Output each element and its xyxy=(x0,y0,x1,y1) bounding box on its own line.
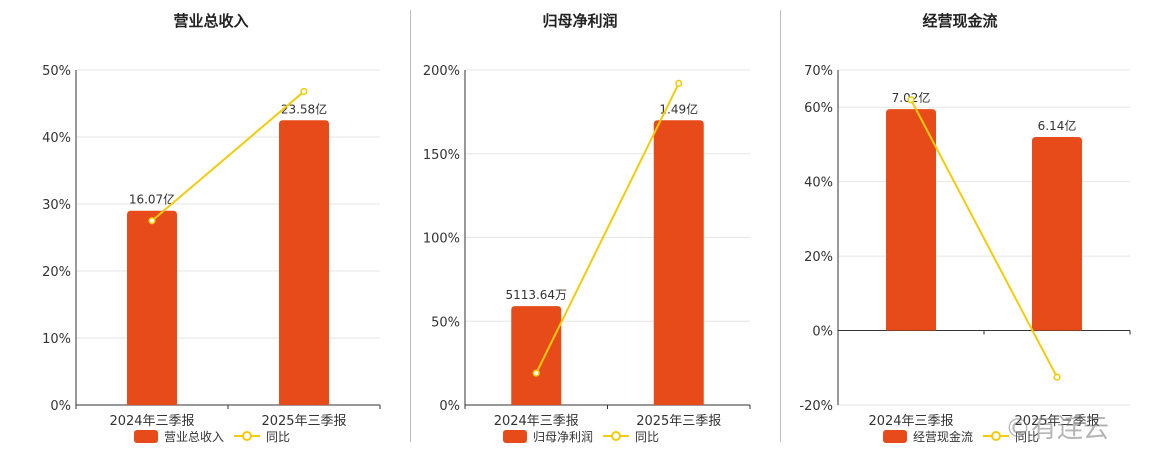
legend-line-label: 同比 xyxy=(266,430,290,444)
legend-bar-swatch xyxy=(883,430,907,443)
yoy-line xyxy=(151,90,305,222)
x-tick-label: 2025年三季报 xyxy=(636,414,721,429)
legend-line-marker xyxy=(991,431,1001,441)
legend-line-label: 同比 xyxy=(635,430,659,444)
y-tick-label: 0% xyxy=(812,325,833,340)
chart-title-revenue: 营业总收入 xyxy=(173,12,249,30)
yoy-line xyxy=(535,82,680,374)
data-label: 6.14亿 xyxy=(1038,118,1077,133)
x-tick-label: 2024年三季报 xyxy=(868,414,953,429)
yoy-point xyxy=(907,96,915,104)
y-tick-label: 50% xyxy=(42,64,71,79)
x-tick-label: 2024年三季报 xyxy=(109,414,194,429)
y-tick-label: 200% xyxy=(423,64,460,79)
y-tick-label: 40% xyxy=(804,176,833,191)
legend-bar-label: 经营现金流 xyxy=(913,429,973,444)
y-tick-label: 0% xyxy=(50,399,71,414)
y-tick-label: 100% xyxy=(423,232,460,247)
yoy-point xyxy=(1053,373,1061,381)
legend-bar-swatch xyxy=(134,430,158,443)
y-tick-label: 40% xyxy=(42,131,71,146)
x-tick-label: 2025年三季报 xyxy=(261,414,346,429)
bar xyxy=(279,120,329,405)
y-tick-label: 70% xyxy=(804,64,833,79)
y-tick-label: 150% xyxy=(423,148,460,163)
yoy-point xyxy=(148,217,156,225)
y-tick-label: 0% xyxy=(439,399,460,414)
y-tick-label: 10% xyxy=(42,332,71,347)
bar xyxy=(127,210,177,405)
legend-bar-swatch xyxy=(503,430,527,443)
yoy-point xyxy=(300,87,308,96)
yoy-point xyxy=(675,79,683,87)
y-tick-label: 30% xyxy=(42,198,71,213)
legend-line-marker xyxy=(242,431,252,441)
data-label: 16.07亿 xyxy=(129,192,175,207)
data-label: 23.58亿 xyxy=(281,101,327,116)
bar xyxy=(653,120,704,405)
yoy-point xyxy=(532,369,540,377)
legend-line-label: 同比 xyxy=(1015,430,1039,444)
legend-bar-label: 归母净利润 xyxy=(533,430,593,444)
y-tick-label: 50% xyxy=(431,315,460,330)
y-tick-label: 20% xyxy=(42,265,71,280)
legend-bar-label: 营业总收入 xyxy=(164,430,224,444)
y-tick-label: 20% xyxy=(804,250,833,265)
x-tick-label: 2025年三季报 xyxy=(1014,414,1099,429)
x-tick-label: 2024年三季报 xyxy=(494,414,579,429)
chart-title-net-profit: 归母净利润 xyxy=(542,12,618,30)
yoy-line xyxy=(910,99,1058,378)
legend-line-marker xyxy=(611,431,621,441)
data-label: 5113.64万 xyxy=(505,288,567,302)
y-tick-label: -20% xyxy=(799,399,833,414)
bar xyxy=(886,109,936,331)
panel-divider xyxy=(780,10,781,442)
chart-title-cash-flow: 经营现金流 xyxy=(922,12,998,30)
watermark-text: ©有连云 xyxy=(1005,414,1110,444)
bar xyxy=(1032,137,1082,331)
y-tick-label: 60% xyxy=(804,101,833,116)
bar xyxy=(511,306,562,405)
panel-divider xyxy=(410,10,411,442)
